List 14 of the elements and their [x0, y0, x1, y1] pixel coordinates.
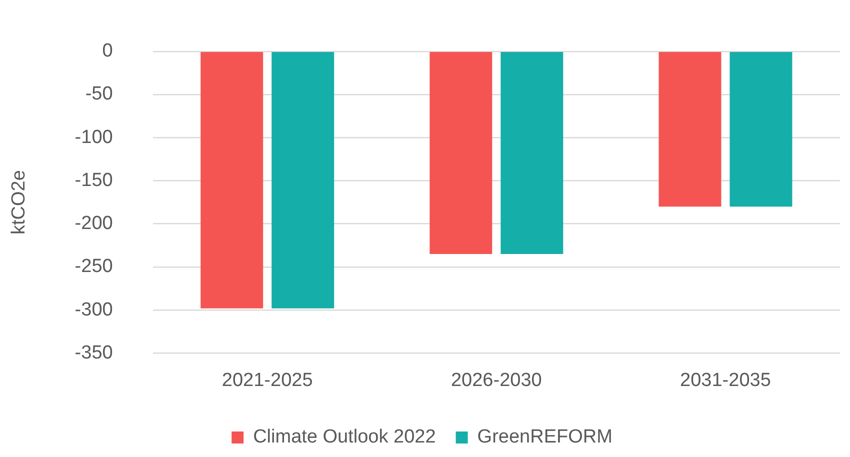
- y-tick-label: 0: [102, 40, 113, 62]
- legend-label: Climate Outlook 2022: [253, 426, 436, 448]
- y-tick-label: -350: [74, 342, 113, 364]
- y-axis-title: ktCO2e: [8, 170, 30, 235]
- y-tick-label: -50: [85, 84, 113, 105]
- y-tick-label: -300: [74, 299, 113, 320]
- y-tick-label: -200: [74, 213, 113, 234]
- x-tick-label: 2026-2030: [450, 370, 542, 391]
- legend-label: GreenREFORM: [477, 426, 612, 448]
- y-tick-label: -150: [74, 170, 113, 191]
- y-tick-label: -100: [74, 126, 113, 148]
- x-tick-label: 2031-2035: [680, 370, 771, 391]
- y-tick-label: -250: [74, 256, 113, 278]
- x-tick-label: 2021-2025: [222, 370, 313, 391]
